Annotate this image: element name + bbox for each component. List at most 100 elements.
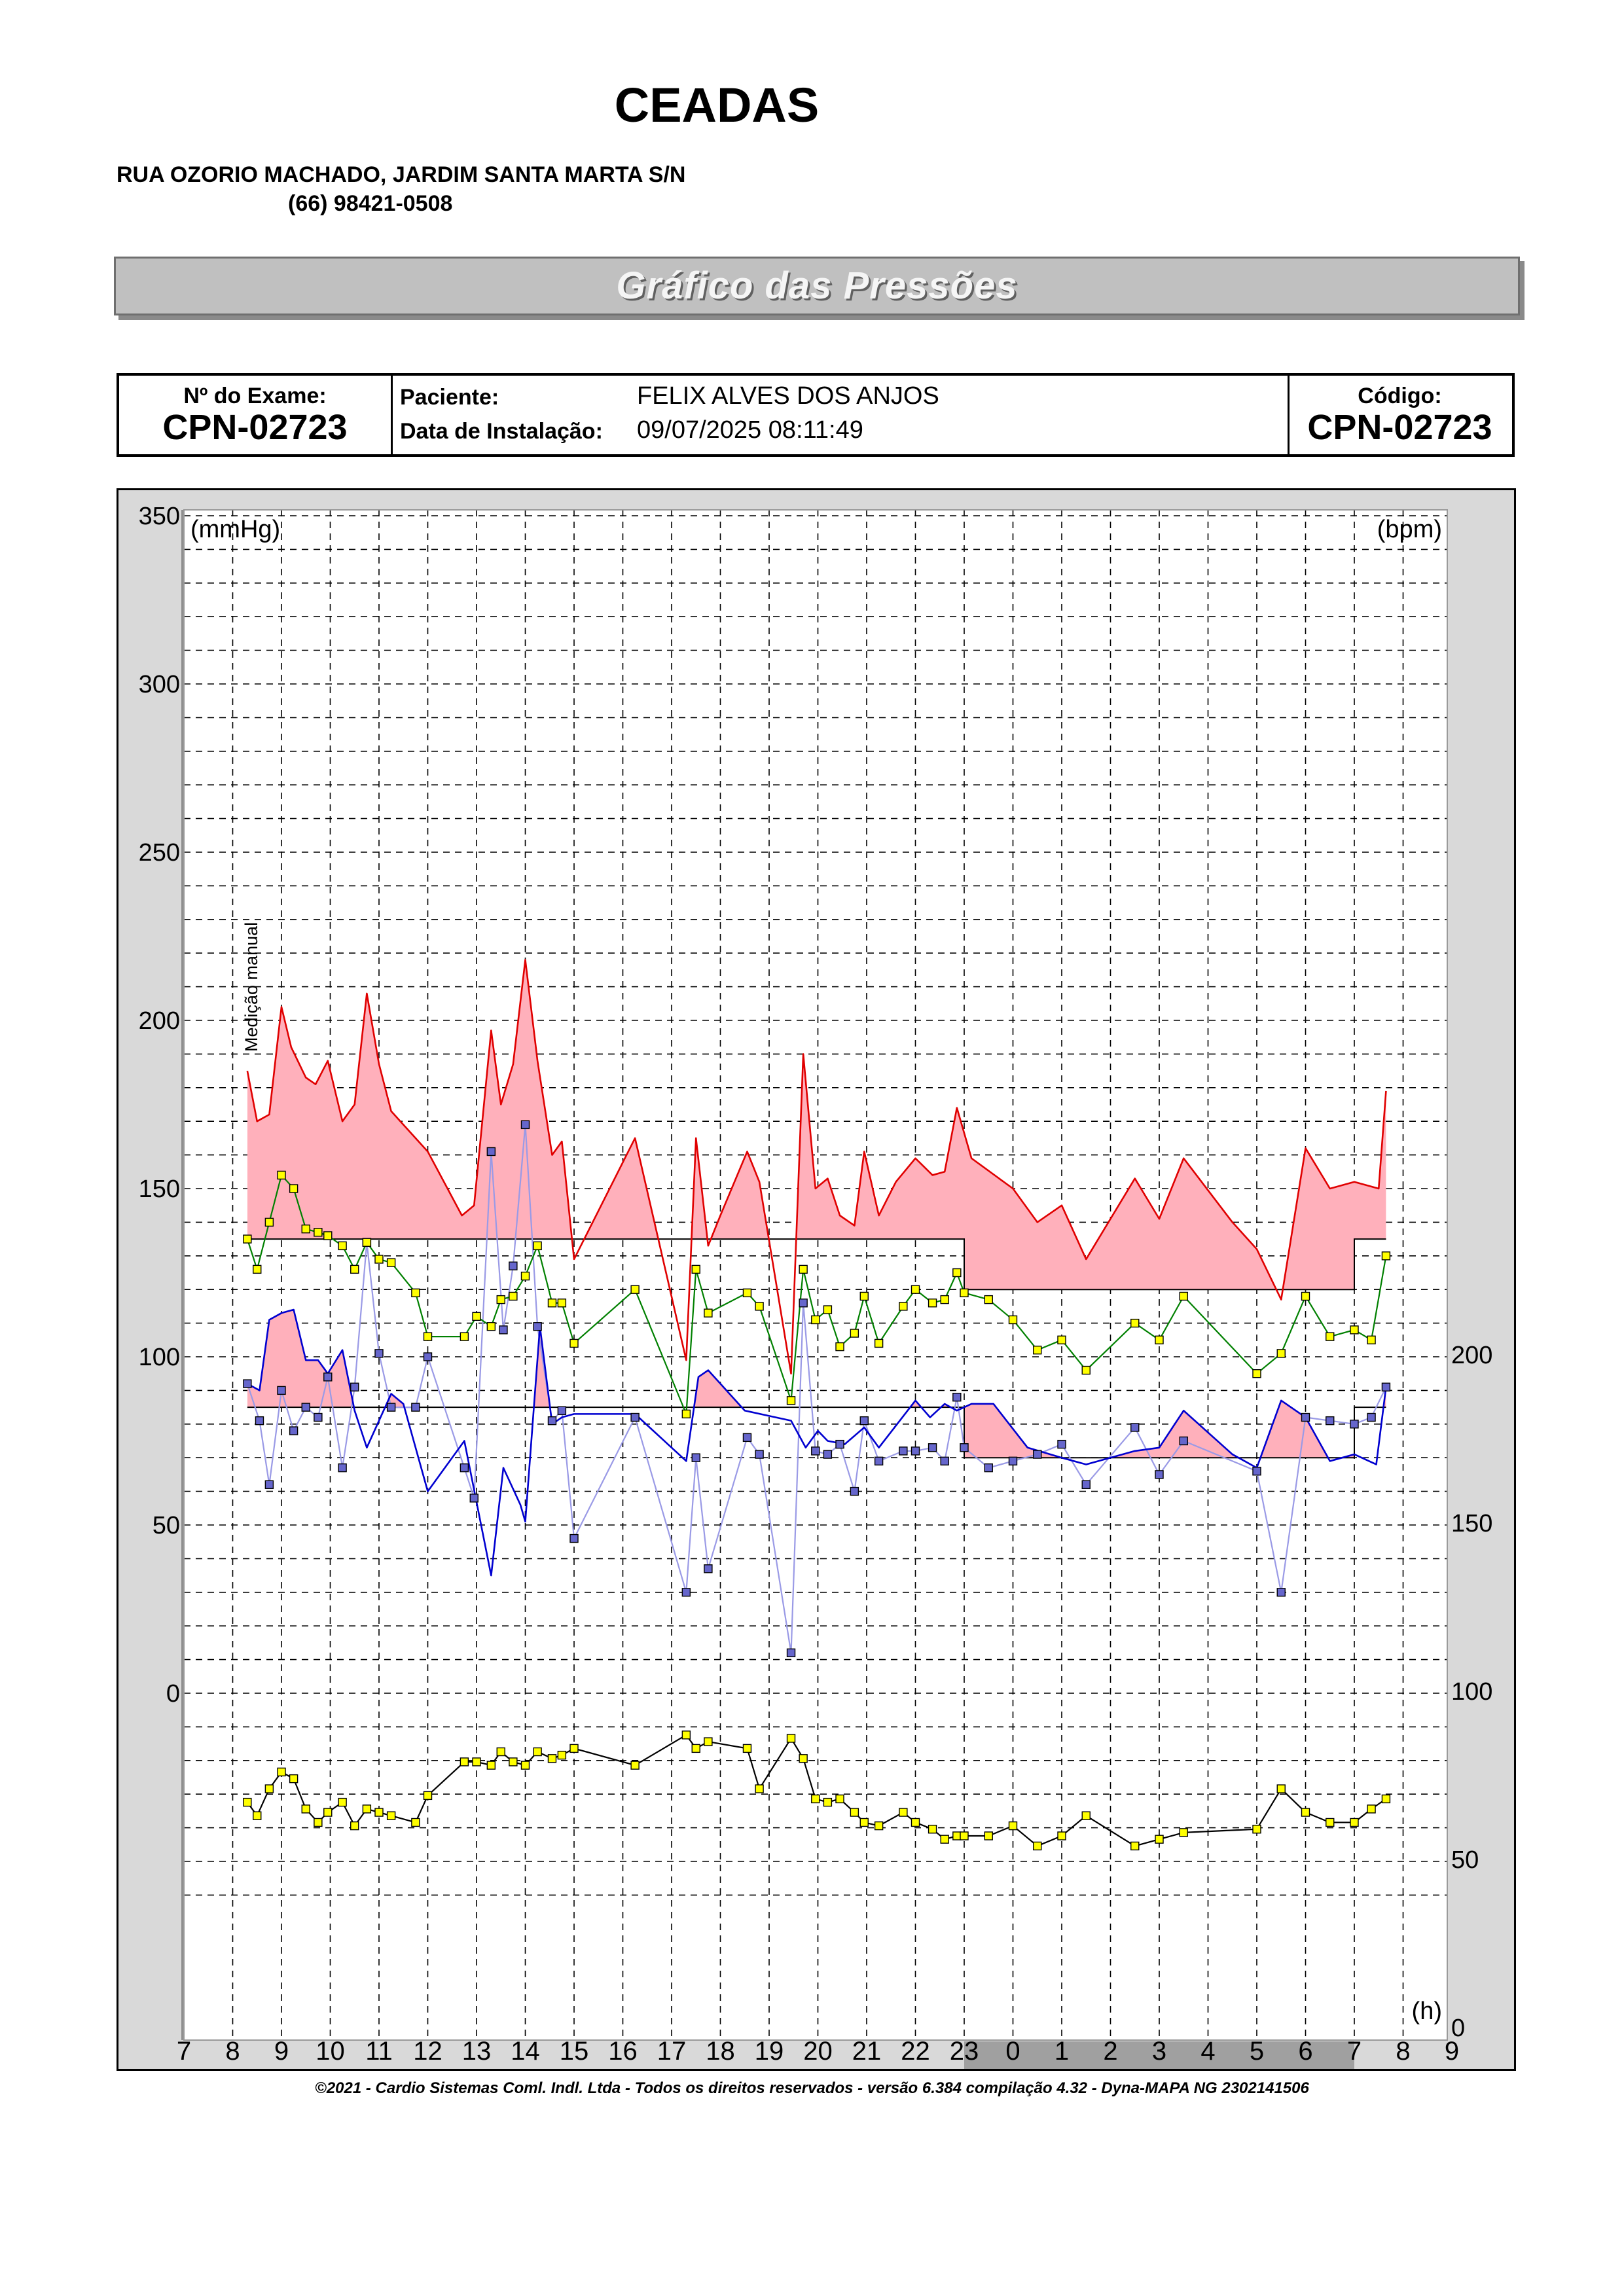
heart-rate-point	[823, 1797, 833, 1807]
manual-diastolic-point	[277, 1386, 286, 1395]
mean-pressure-point	[1252, 1369, 1261, 1378]
mean-pressure-point	[691, 1265, 700, 1274]
heart-rate-point	[1252, 1825, 1261, 1834]
plot-left-edge	[181, 510, 184, 2040]
mean-pressure-point	[423, 1332, 433, 1341]
mean-pressure-point	[253, 1265, 262, 1274]
mean-pressure-point	[533, 1241, 542, 1251]
heart-rate-point	[681, 1731, 691, 1740]
heart-rate-point	[486, 1761, 496, 1770]
mean-pressure-point	[569, 1338, 579, 1348]
mean-pressure-point	[911, 1285, 920, 1294]
manual-diastolic-point	[386, 1403, 396, 1412]
heart-rate-point	[314, 1818, 323, 1827]
x-tick-label: 1	[1055, 2037, 1069, 2066]
mean-pressure-point	[472, 1312, 481, 1321]
heart-rate-point	[557, 1750, 567, 1760]
y-tick-label-left: 0	[166, 1680, 180, 1708]
y-tick-label-left: 150	[139, 1175, 180, 1203]
heart-rate-point	[1367, 1804, 1376, 1814]
mean-pressure-point	[1008, 1315, 1018, 1325]
y-tick-label-right: 200	[1451, 1342, 1492, 1369]
footer-copyright: ©2021 - Cardio Sistemas Coml. Indl. Ltda…	[315, 2079, 1309, 2097]
x-tick-label: 9	[274, 2037, 289, 2066]
y-tick-label-right: 50	[1451, 1846, 1479, 1874]
heart-rate-point	[1081, 1811, 1091, 1820]
heart-rate-point	[1130, 1841, 1140, 1851]
manual-diastolic-point	[1081, 1480, 1091, 1490]
x-tick-label: 8	[225, 2037, 240, 2066]
manual-diastolic-point	[338, 1463, 347, 1473]
x-tick-label: 16	[608, 2037, 638, 2066]
x-tick-label: 19	[755, 2037, 784, 2066]
y-tick-label-left: 50	[153, 1512, 180, 1539]
mean-pressure-point	[823, 1305, 833, 1314]
night-band	[964, 2041, 1354, 2069]
mean-pressure-point	[1350, 1325, 1359, 1335]
manual-diastolic-point	[1155, 1470, 1164, 1479]
mean-pressure-point	[786, 1396, 796, 1405]
x-tick-label: 3	[1152, 2037, 1166, 2066]
manual-diastolic-point	[509, 1261, 518, 1270]
y-tick-label-left: 250	[139, 839, 180, 867]
mean-pressure-point	[928, 1299, 937, 1308]
manual-diastolic-point	[469, 1494, 478, 1503]
mean-pressure-point	[277, 1170, 286, 1180]
x-tick-label: 22	[901, 2037, 930, 2066]
clinic-address: RUA OZORIO MACHADO, JARDIM SANTA MARTA S…	[117, 162, 686, 187]
mean-pressure-point	[811, 1315, 820, 1325]
manual-diastolic-point	[1350, 1420, 1359, 1429]
mean-pressure-point	[386, 1258, 396, 1267]
manual-diastolic-point	[1008, 1456, 1018, 1466]
diastolic-line	[247, 1308, 1387, 1577]
y-tick-label-left: 350	[139, 503, 180, 530]
manual-diastolic-markers	[243, 1120, 1391, 1658]
manual-diastolic-point	[799, 1299, 808, 1308]
manual-diastolic-point	[940, 1456, 949, 1466]
x-tick-label: 23	[950, 2037, 979, 2066]
x-tick-label: 17	[657, 2037, 687, 2066]
manual-diastolic-point	[411, 1403, 420, 1412]
heart-rate-point	[509, 1757, 518, 1767]
clinic-name: CEADAS	[614, 78, 820, 132]
x-tick-label: 7	[177, 2037, 191, 2066]
patient-label: Paciente:	[400, 385, 499, 410]
banner-title: Gráfico das Pressões	[616, 264, 1018, 307]
mean-pressure-point	[874, 1338, 884, 1348]
mean-pressure-point	[323, 1231, 333, 1240]
manual-diastolic-point	[1130, 1423, 1140, 1432]
x-tick-label: 21	[852, 2037, 882, 2066]
mean-pressure-point	[486, 1322, 496, 1331]
manual-diastolic-point	[460, 1463, 469, 1473]
heart-rate-point	[835, 1794, 844, 1804]
mean-pressure-point	[1367, 1335, 1376, 1345]
manual-diastolic-point	[755, 1450, 764, 1459]
mean-pressure-point	[835, 1342, 844, 1352]
manual-diastolic-point	[499, 1325, 508, 1335]
x-tick-label: 14	[511, 2037, 540, 2066]
heart-rate-point	[755, 1784, 764, 1793]
heart-rate-point	[911, 1818, 920, 1827]
mean-pressure-point	[243, 1234, 252, 1244]
manual-diastolic-point	[1179, 1436, 1188, 1446]
mean-pressure-point	[362, 1238, 372, 1247]
heart-rate-point	[1350, 1818, 1359, 1827]
heart-rate-point	[323, 1808, 333, 1817]
mean-pressure-point	[338, 1241, 347, 1251]
clinic-phone: (66) 98421-0508	[288, 191, 453, 216]
install-date-label: Data de Instalação:	[400, 419, 603, 444]
manual-diastolic-point	[984, 1463, 993, 1473]
manual-diastolic-point	[1057, 1439, 1066, 1449]
y-tick-label-right: 150	[1451, 1510, 1492, 1537]
pressure-chart: 350300250200150100500200150100500(mmHg)(…	[118, 490, 1514, 2069]
x-tick-label: 5	[1250, 2037, 1264, 2066]
manual-diastolic-point	[533, 1322, 542, 1331]
heart-rate-point	[691, 1744, 700, 1753]
x-tick-label: 18	[706, 2037, 735, 2066]
manual-diastolic-point	[1367, 1412, 1376, 1422]
heart-rate-point	[940, 1835, 949, 1844]
y-tick-label-left: 100	[139, 1344, 180, 1371]
systolic-limit-line	[247, 1238, 1386, 1291]
manual-diastolic-point	[1326, 1416, 1335, 1426]
mean-pressure-line	[246, 1174, 1387, 1415]
